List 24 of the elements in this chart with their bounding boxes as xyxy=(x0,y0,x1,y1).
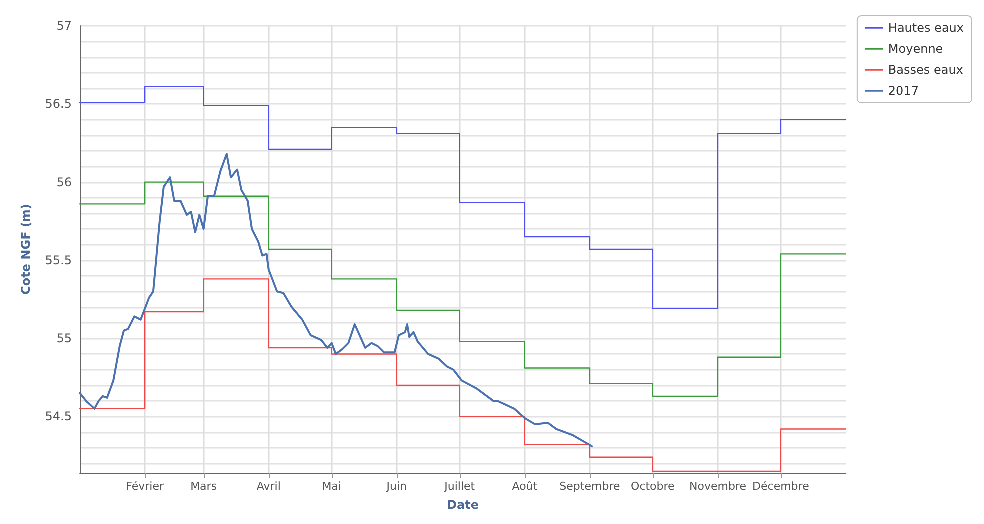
legend-label: Moyenne xyxy=(888,42,944,56)
y-tick-label: 55 xyxy=(56,332,72,346)
x-tick-label: Juillet xyxy=(444,480,476,493)
x-tick-label: Avril xyxy=(256,480,281,493)
legend-label: 2017 xyxy=(888,84,919,98)
line-series xyxy=(79,153,594,448)
x-tick-label: Août xyxy=(512,480,538,493)
y-tick-label: 54.5 xyxy=(45,410,72,424)
x-tick-label: Février xyxy=(126,480,164,493)
y-tick-label: 57 xyxy=(56,19,72,33)
x-tick-label: Juin xyxy=(386,480,408,493)
legend-label: Hautes eaux xyxy=(888,21,964,35)
y-tick-label: 56.5 xyxy=(45,97,72,112)
x-tick-label: Mai xyxy=(322,480,342,493)
y-axis-title: Cote NGF (m) xyxy=(19,204,33,295)
x-tick-label: Novembre xyxy=(689,480,747,493)
y-tick-label: 56 xyxy=(56,175,72,190)
x-tick-label: Mars xyxy=(190,480,218,493)
x-tick-label: Octobre xyxy=(631,480,676,493)
x-tick-label: Décembre xyxy=(752,480,810,493)
legend-label: Basses eaux xyxy=(888,63,964,77)
y-tick-label: 55.5 xyxy=(45,253,72,268)
x-axis-title: Date xyxy=(447,498,479,512)
x-tick-label: Septembre xyxy=(560,480,620,493)
